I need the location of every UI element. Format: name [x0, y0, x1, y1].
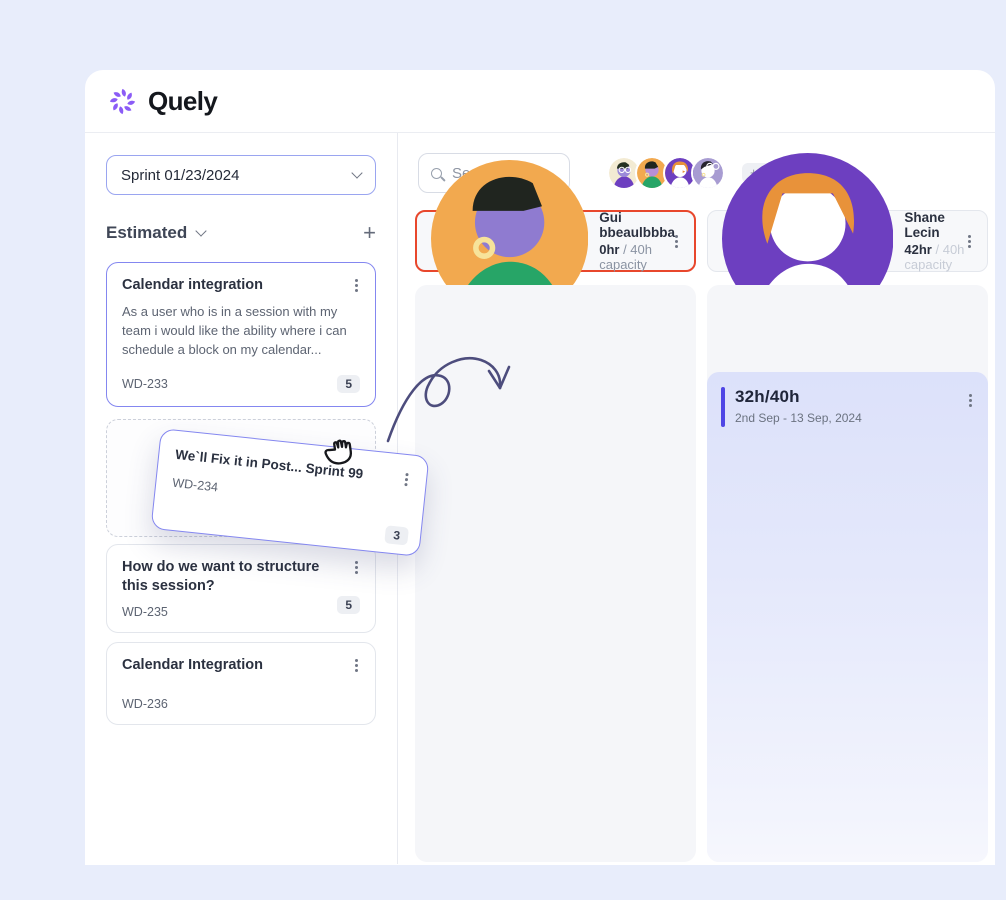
task-description: As a user who is in a session with my te…	[122, 303, 347, 357]
avatar-3[interactable]	[663, 156, 697, 190]
story-points-badge: 5	[337, 596, 360, 615]
task-id: WD-234	[171, 475, 219, 494]
member-logged-hours: 42hr	[904, 242, 932, 257]
kebab-menu-icon[interactable]	[355, 566, 358, 570]
avatar-2[interactable]	[635, 156, 669, 190]
avatar-4[interactable]	[691, 156, 725, 190]
column-shane[interactable]: 32h/40h 2nd Sep - 13 Sep, 2024	[707, 285, 988, 862]
task-title: Calendar Integration	[122, 657, 263, 674]
kebab-menu-icon[interactable]	[355, 284, 358, 287]
sprint-selector-value: Sprint 01/23/2024	[121, 166, 240, 184]
app-title: Quely	[148, 85, 218, 116]
section-title: Estimated	[106, 223, 188, 242]
member-card-gui[interactable]: Gui bbeaulbbba 0hr / 40h capacity	[415, 159, 696, 318]
chevron-down-icon[interactable]	[195, 225, 207, 237]
allocation-accent-bar	[721, 387, 725, 427]
kebab-menu-icon[interactable]	[969, 399, 972, 402]
board-area: +9 +	[398, 133, 995, 864]
member-name: Gui bbeaulbbba	[599, 210, 675, 240]
chevron-down-icon	[351, 167, 363, 179]
quely-logo-icon	[109, 88, 136, 114]
member-capacity: / 40h capacity	[599, 242, 652, 272]
avatar-1[interactable]	[607, 156, 641, 190]
kebab-menu-icon[interactable]	[675, 239, 678, 243]
member-card-shane[interactable]: Shane Lecin 42hr / 40h capacity	[707, 152, 988, 329]
story-points-badge: 3	[384, 525, 409, 546]
task-title: Calendar integration	[122, 277, 263, 293]
kebab-menu-icon[interactable]	[355, 664, 358, 668]
story-points-badge: 5	[337, 375, 360, 394]
task-id: WD-233	[122, 377, 168, 392]
team-avatar-stack[interactable]	[607, 156, 725, 190]
task-card-wd235[interactable]: How do we want to structure this session…	[106, 544, 376, 634]
grab-hand-cursor-icon	[324, 439, 353, 465]
allocation-date-range: 2nd Sep - 13 Sep, 2024	[735, 411, 862, 425]
task-id: WD-236	[122, 696, 168, 711]
task-title: How do we want to structure this session…	[122, 559, 320, 595]
allocation-block[interactable]: 32h/40h 2nd Sep - 13 Sep, 2024	[707, 372, 988, 862]
drag-direction-arrow	[386, 357, 511, 443]
member-logged-hours: 0hr	[599, 242, 620, 257]
column-gui-drop-zone[interactable]	[415, 285, 696, 862]
kebab-menu-icon[interactable]	[404, 477, 409, 482]
app-window: Quely Sprint 01/23/2024 Estimated + Cale…	[85, 70, 995, 865]
task-id: WD-235	[122, 605, 168, 620]
task-card-wd236[interactable]: Calendar Integration WD-236	[106, 642, 376, 725]
allocation-hours: 32h/40h	[735, 387, 800, 406]
estimated-section-header: Estimated +	[106, 222, 376, 244]
add-task-button[interactable]: +	[363, 220, 376, 245]
app-header: Quely	[85, 70, 995, 133]
member-name: Shane Lecin	[904, 210, 945, 240]
sprint-selector-dropdown[interactable]: Sprint 01/23/2024	[106, 155, 376, 195]
kebab-menu-icon[interactable]	[968, 239, 971, 243]
task-card-wd233[interactable]: Calendar integration As a user who is in…	[106, 262, 376, 408]
member-capacity: / 40h capacity	[904, 242, 965, 272]
search-icon	[431, 167, 442, 179]
